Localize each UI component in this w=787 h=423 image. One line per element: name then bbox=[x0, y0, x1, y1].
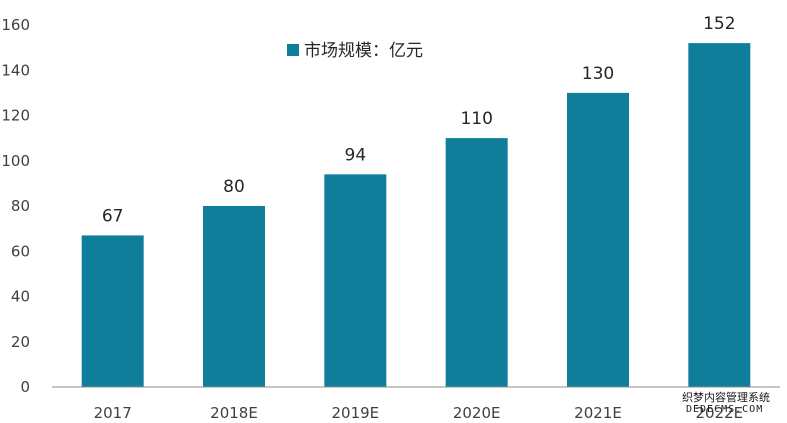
bar bbox=[688, 43, 751, 387]
bar bbox=[567, 92, 629, 387]
bar bbox=[81, 235, 144, 387]
y-tick-label: 0 bbox=[20, 378, 30, 396]
y-tick-label: 120 bbox=[1, 107, 30, 125]
x-tick-label: 2017 bbox=[94, 404, 132, 422]
x-tick-label: 2020E bbox=[453, 404, 501, 422]
y-tick-label: 20 bbox=[11, 333, 30, 351]
bars bbox=[81, 43, 751, 387]
y-tick-label: 140 bbox=[1, 61, 30, 79]
data-labels: 67 80 94 110 130 152 bbox=[102, 14, 736, 226]
y-tick-label: 80 bbox=[11, 197, 30, 215]
data-label: 94 bbox=[345, 145, 367, 165]
y-tick-label: 160 bbox=[1, 16, 30, 34]
data-label: 110 bbox=[460, 109, 492, 129]
x-tick-label: 2022E bbox=[696, 404, 744, 422]
legend-swatch bbox=[287, 44, 299, 56]
x-tick-label: 2018E bbox=[210, 404, 258, 422]
watermark-text: 织梦内容管理系统 bbox=[682, 391, 770, 404]
y-tick-label: 100 bbox=[1, 152, 30, 170]
bar bbox=[324, 174, 387, 387]
legend-label: 市场规模：亿元 bbox=[304, 41, 423, 61]
data-label: 80 bbox=[223, 177, 245, 197]
data-label: 67 bbox=[102, 206, 124, 226]
x-tick-label: 2019E bbox=[332, 404, 380, 422]
x-tick-label: 2021E bbox=[574, 404, 622, 422]
y-tick-label: 60 bbox=[11, 242, 30, 260]
watermark-url: DEDECMS.COM bbox=[686, 404, 764, 415]
legend: 市场规模：亿元 bbox=[287, 41, 423, 61]
bar bbox=[203, 206, 265, 387]
x-axis: 2017 2018E 2019E 2020E 2021E 2022E bbox=[52, 386, 780, 422]
data-label: 130 bbox=[582, 64, 614, 84]
data-label: 152 bbox=[703, 14, 735, 34]
bar bbox=[445, 138, 508, 387]
y-axis: 0 20 40 60 80 100 120 140 160 bbox=[1, 16, 30, 396]
y-tick-label: 40 bbox=[11, 288, 30, 306]
